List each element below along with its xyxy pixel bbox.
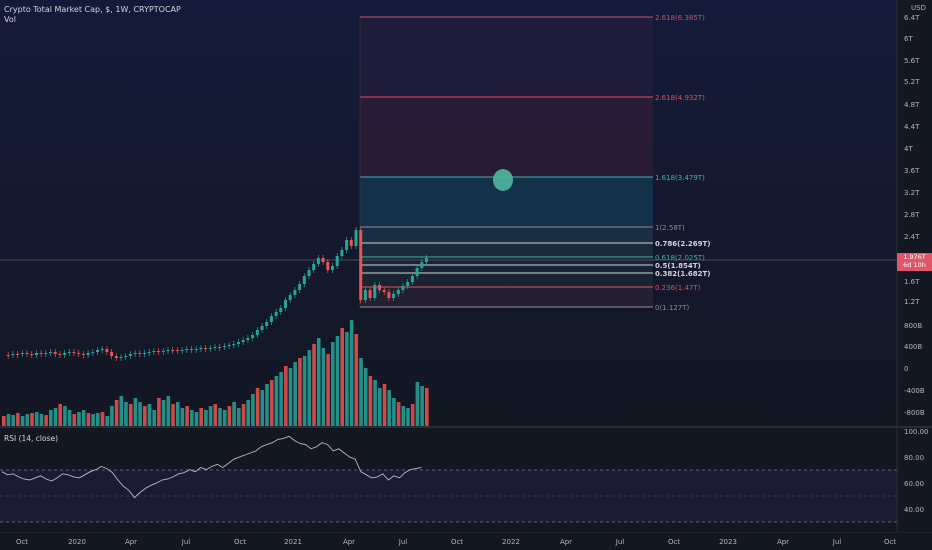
fib-level-label: 1.618(3.479T) <box>655 174 705 182</box>
time-axis-label: Apr <box>560 538 572 546</box>
time-axis-label: 2023 <box>719 538 737 546</box>
rsi-title: RSI (14, close) <box>4 434 59 443</box>
time-axis[interactable]: Oct 2020 Apr Jul Oct 2021 Apr Jul Oct 2022 Apr Jul O… <box>0 532 932 550</box>
target-marker <box>493 169 513 191</box>
price-axis-label: 1.2T <box>904 298 920 306</box>
price-badge-value: 1.976T <box>903 253 926 261</box>
time-axis-label: Jul <box>832 538 842 546</box>
fib-level-label: 0.236(1.47T) <box>655 284 701 292</box>
price-axis-label: 0 <box>904 365 908 373</box>
volume-label: Vol <box>4 15 16 24</box>
price-axis-label: 6.4T <box>904 14 920 22</box>
price-axis-label: 4.4T <box>904 123 920 131</box>
price-axis-label: 1.6T <box>904 278 920 286</box>
time-axis-label: Apr <box>125 538 137 546</box>
fib-level-label: 1(2.58T) <box>655 224 685 232</box>
rsi-axis-label: 80.00 <box>904 454 924 462</box>
fib-level-label: 0.786(2.269T) <box>655 240 710 248</box>
rsi-line <box>1 435 422 499</box>
fib-zones <box>360 17 653 307</box>
price-chart[interactable]: 2.618(6.385T) 2.618(4.932T) 1.618(3.479T) 1… <box>0 0 932 426</box>
time-axis-label: 2020 <box>68 538 86 546</box>
price-axis-label: 2.4T <box>904 233 920 241</box>
volume-bars <box>2 320 429 426</box>
price-axis-label: 4.8T <box>904 101 920 109</box>
time-axis-label: 2022 <box>502 538 520 546</box>
time-axis-label: Oct <box>451 538 463 546</box>
price-axis-label: -800B <box>904 409 925 417</box>
fib-level-label: 0.618(2.025T) <box>655 254 705 262</box>
time-axis-label: 2021 <box>284 538 302 546</box>
fib-level-label: 2.618(6.385T) <box>655 14 705 22</box>
currency-label: USD <box>911 4 926 12</box>
fib-level-label: 0(1.127T) <box>655 304 690 312</box>
price-axis-label: 6T <box>904 35 913 43</box>
rsi-chart[interactable]: 100.00 80.00 60.00 40.00 <box>0 428 932 532</box>
price-badge: 1.976T 6d 10h <box>897 253 932 271</box>
time-axis-label: Jul <box>615 538 625 546</box>
price-axis-label: 2.8T <box>904 211 920 219</box>
price-axis-label: 3.6T <box>904 167 920 175</box>
rsi-axis: 100.00 80.00 60.00 40.00 <box>904 428 929 514</box>
price-axis-label: -400B <box>904 387 925 395</box>
rsi-axis-label: 100.00 <box>904 428 929 436</box>
price-axis[interactable]: 6.4T 6T 5.6T 5.2T 4.8T 4.4T 4T 3.6T 3.2T 2.8T 2.4T… <box>904 14 925 417</box>
time-axis-label: Oct <box>884 538 896 546</box>
price-badge-countdown: 6d 10h <box>903 261 926 269</box>
price-axis-label: 400B <box>904 343 922 351</box>
time-axis-label: Oct <box>234 538 246 546</box>
time-axis-label: Oct <box>16 538 28 546</box>
time-axis-label: Jul <box>181 538 191 546</box>
time-axis-label: Apr <box>343 538 355 546</box>
pane-divider[interactable] <box>0 426 932 428</box>
price-axis-label: 800B <box>904 322 922 330</box>
fib-level-label: 0.5(1.854T) <box>655 262 701 270</box>
price-axis-label: 5.2T <box>904 78 920 86</box>
price-axis-label: 4T <box>904 145 913 153</box>
time-axis-label: Jul <box>398 538 408 546</box>
chart-title: Crypto Total Market Cap, $, 1W, CRYPTOCA… <box>4 5 181 14</box>
price-axis-label: 5.6T <box>904 57 920 65</box>
rsi-axis-label: 60.00 <box>904 480 924 488</box>
time-axis-label: Oct <box>668 538 680 546</box>
fib-level-label: 2.618(4.932T) <box>655 94 705 102</box>
rsi-band <box>0 470 897 522</box>
time-axis-label: Apr <box>777 538 789 546</box>
fib-level-label: 0.382(1.682T) <box>655 270 710 278</box>
price-axis-label: 3.2T <box>904 189 920 197</box>
candlesticks <box>6 227 428 361</box>
rsi-axis-label: 40.00 <box>904 506 924 514</box>
